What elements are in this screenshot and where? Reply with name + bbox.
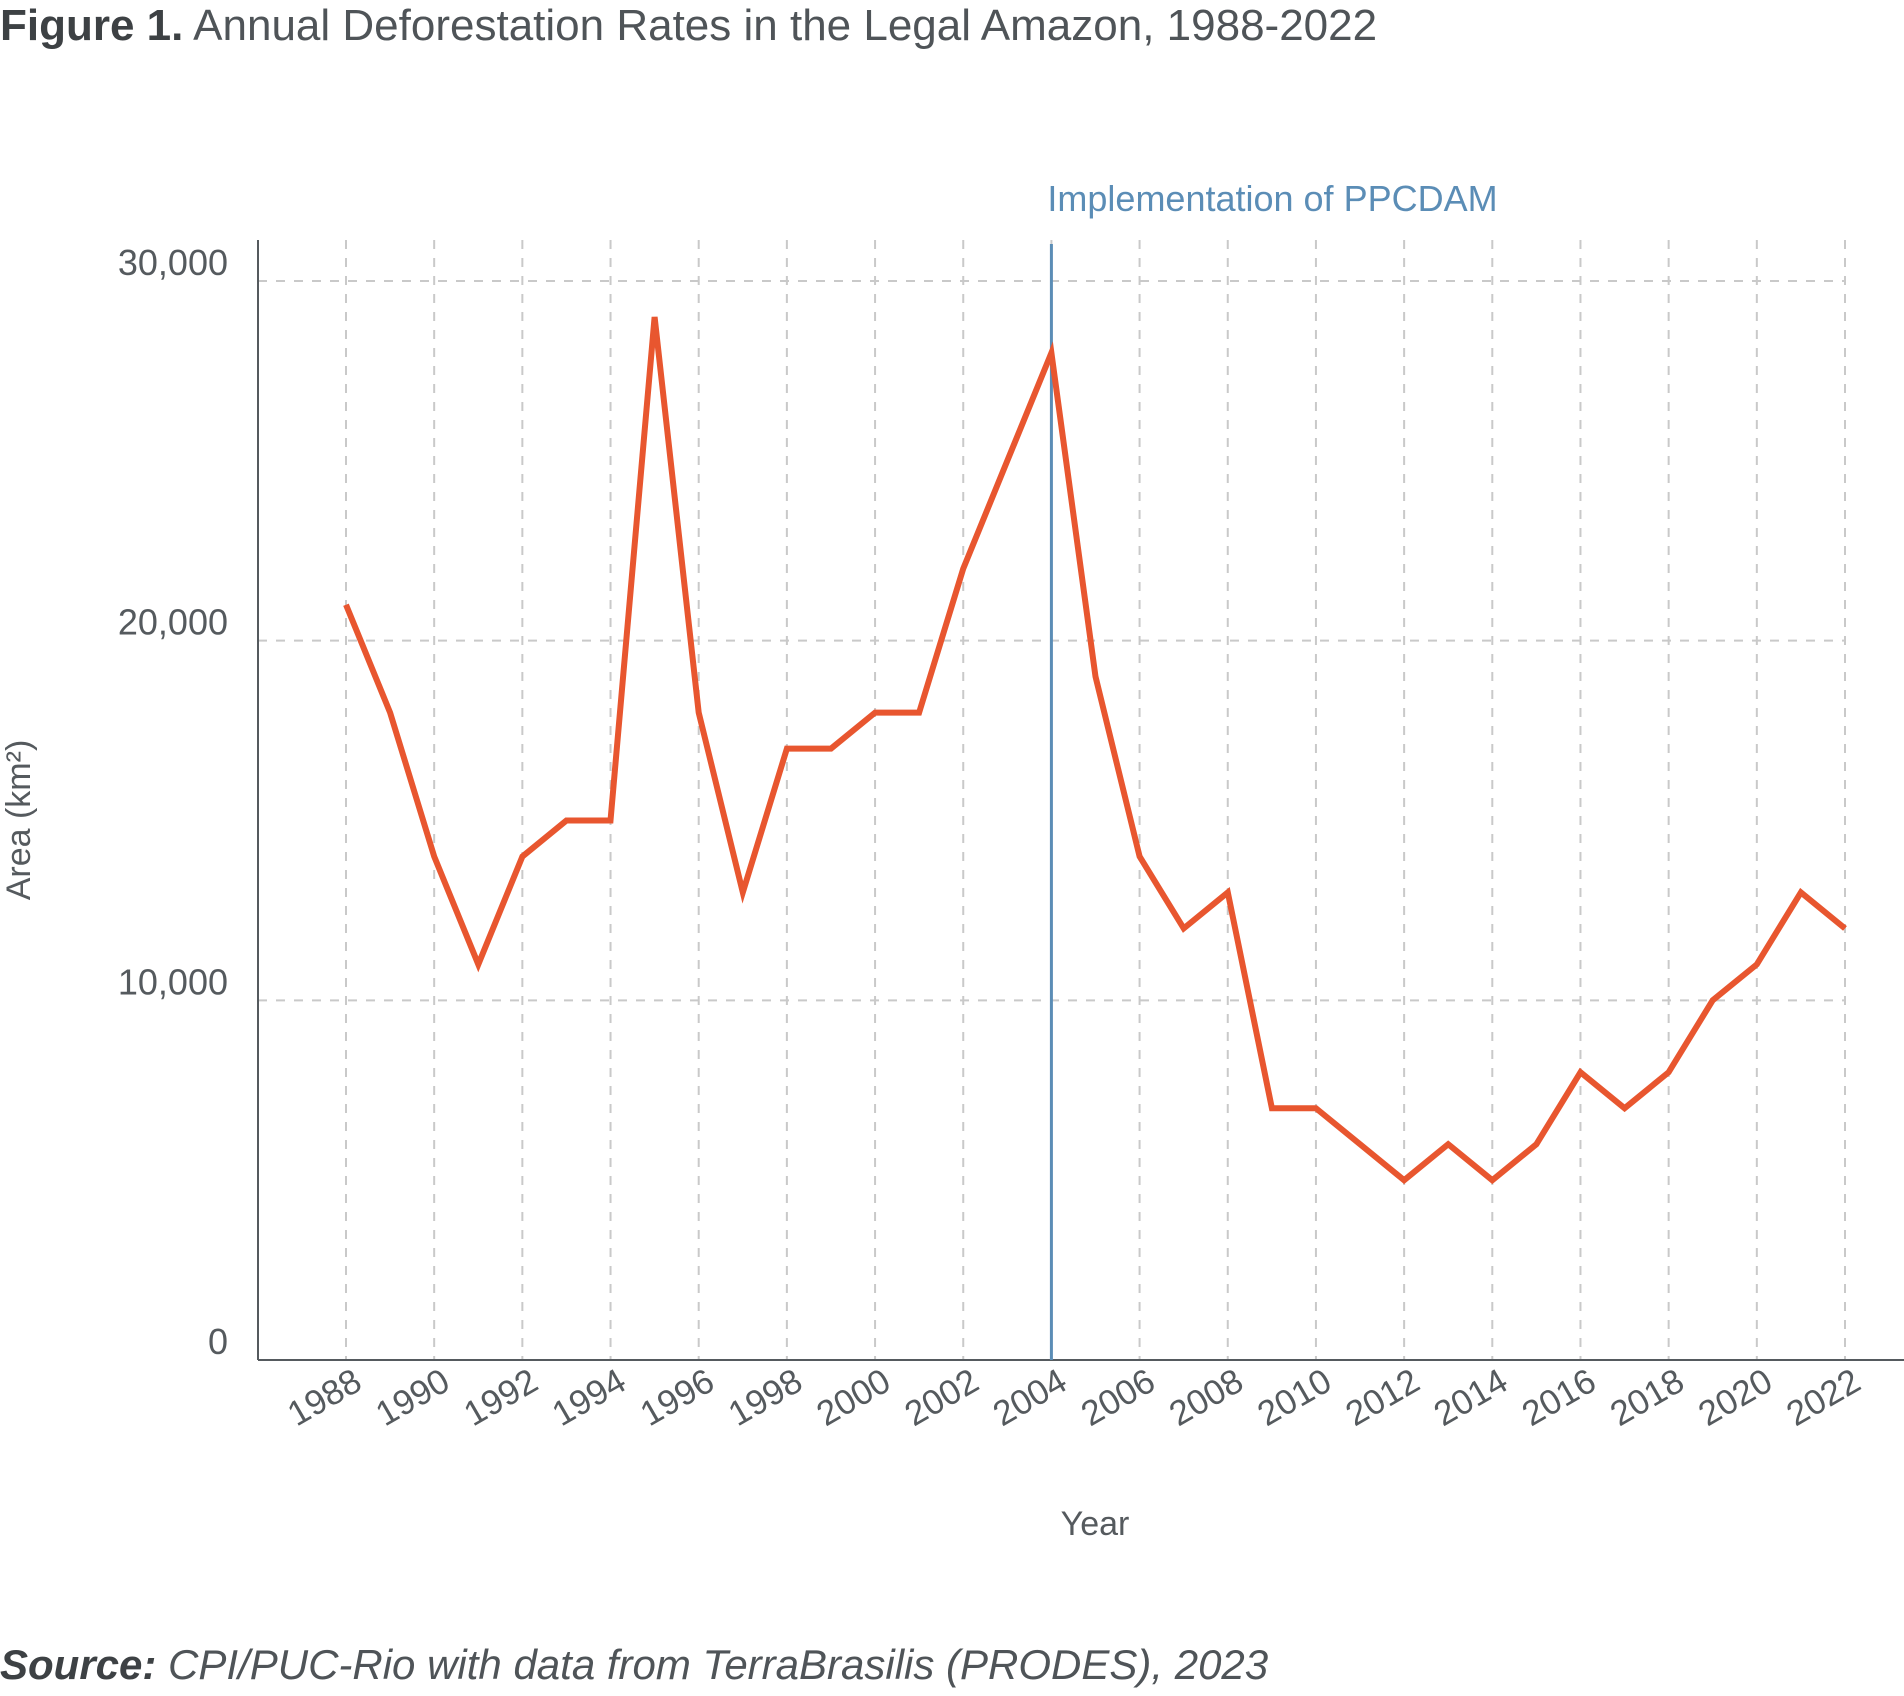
x-tick-label: 2012 (1339, 1361, 1426, 1434)
y-tick-label: 10,000 (118, 961, 228, 1002)
y-tick-label: 0 (208, 1321, 228, 1362)
annotation-label: Implementation of PPCDAM (1047, 178, 1497, 219)
x-tick-label: 1990 (369, 1361, 456, 1434)
annotation-group: Implementation of PPCDAM (1047, 178, 1498, 1360)
x-tick-label: 2002 (898, 1361, 985, 1434)
figure-label: Figure 1. (0, 1, 184, 50)
x-tick-label: 1988 (281, 1361, 368, 1434)
x-tick-label: 2016 (1516, 1361, 1603, 1434)
x-tick-label: 2004 (986, 1361, 1073, 1434)
x-tick-label: 2006 (1075, 1361, 1162, 1434)
x-tick-label: 1994 (546, 1361, 633, 1434)
x-tick-label: 2022 (1780, 1361, 1867, 1434)
x-tick-label: 1996 (634, 1361, 721, 1434)
y-tick-label: 20,000 (118, 602, 228, 643)
x-axis-label: Year (1061, 1505, 1130, 1543)
axes (257, 240, 1904, 1361)
deforestation-series-line (343, 316, 1847, 1185)
x-tick-label: 1992 (457, 1361, 544, 1434)
y-tick-label: 30,000 (118, 242, 228, 283)
x-tick-label: 2010 (1251, 1361, 1338, 1434)
source-label: Source: (0, 1641, 157, 1688)
series-group (343, 316, 1847, 1185)
x-tick-labels: 1988 1990 1992 1994 1996 1998 2000 2002 2004 2006… (281, 1361, 1867, 1434)
x-tick-label: 2018 (1604, 1361, 1691, 1434)
x-tick-label: 2020 (1692, 1361, 1779, 1434)
figure-title-text: Annual Deforestation Rates in the Legal … (193, 1, 1378, 50)
source-text: CPI/PUC-Rio with data from TerraBrasilis… (168, 1641, 1269, 1688)
x-tick-label: 2000 (810, 1361, 897, 1434)
x-tick-label: 1998 (722, 1361, 809, 1434)
source-note: Source: CPI/PUC-Rio with data from Terra… (0, 1640, 1268, 1690)
x-tick-label: 2008 (1163, 1361, 1250, 1434)
y-tick-labels: 0 10,000 20,000 30,000 (118, 242, 228, 1362)
x-tick-label: 2014 (1427, 1361, 1514, 1434)
y-axis-label: Area (km²) (0, 740, 38, 901)
figure-title: Figure 1. Annual Deforestation Rates in … (0, 0, 1377, 52)
